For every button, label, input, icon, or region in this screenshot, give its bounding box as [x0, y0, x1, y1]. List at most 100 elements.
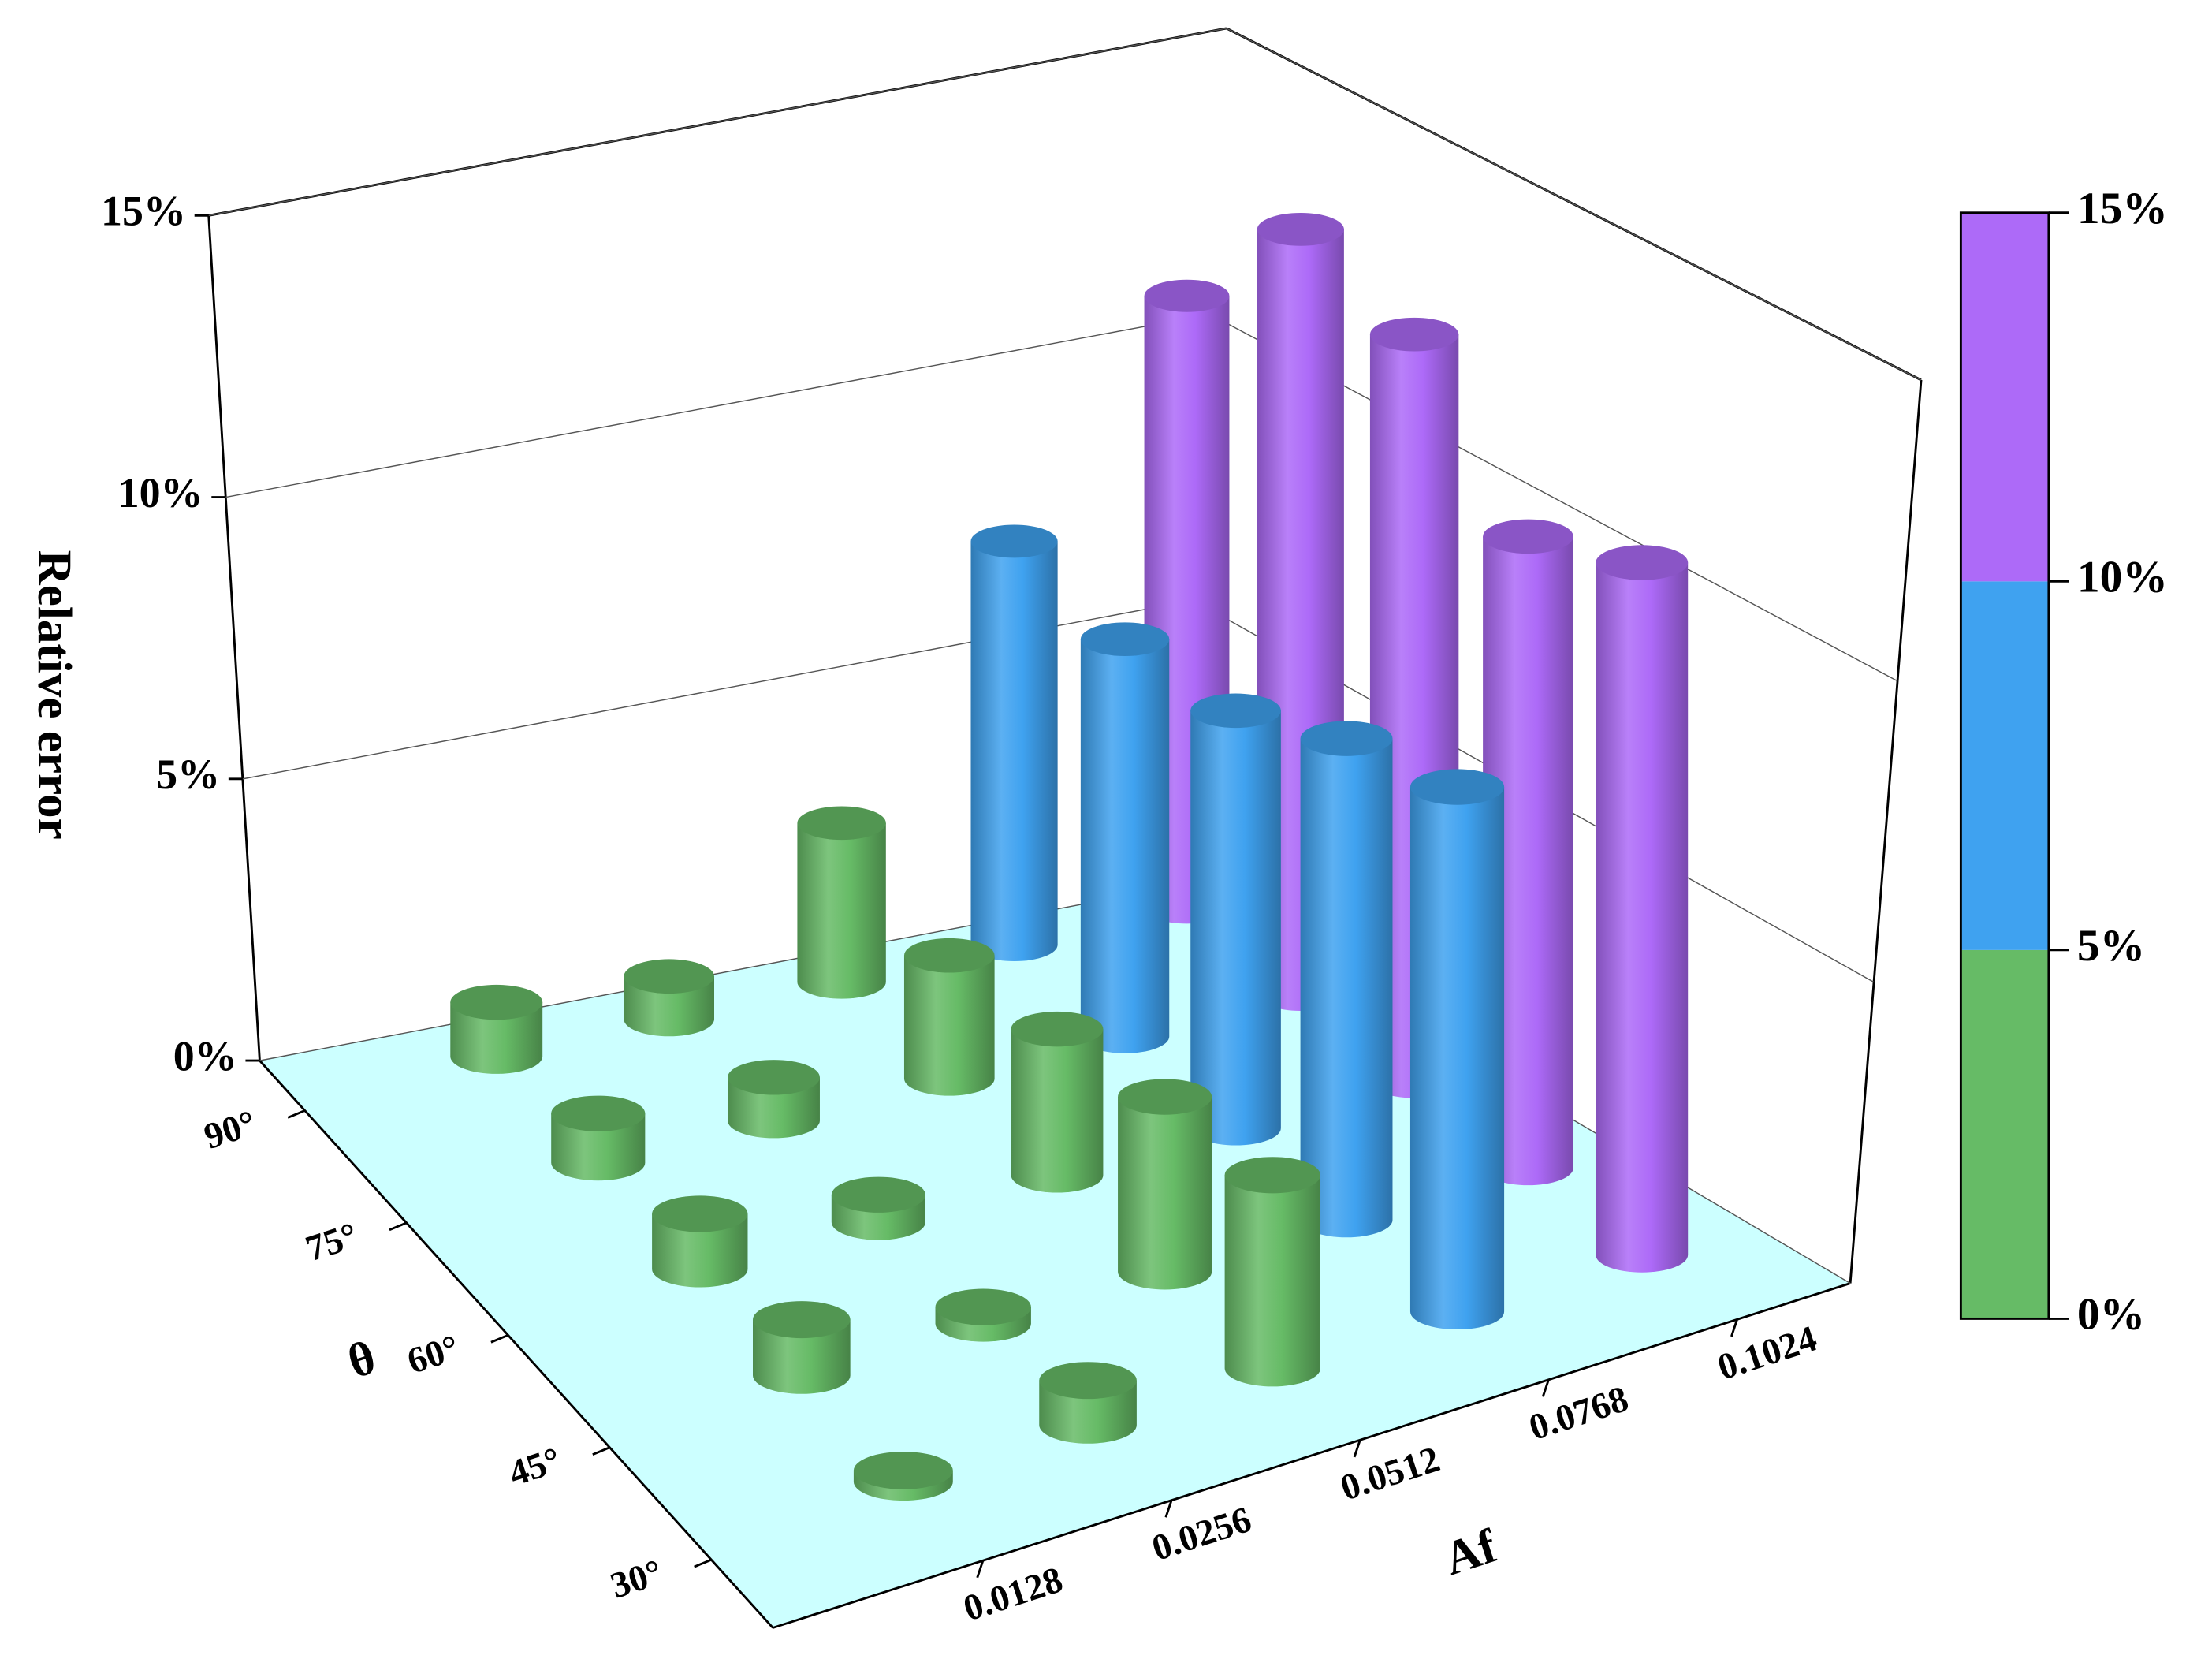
bar-top	[903, 938, 995, 973]
x-tick	[1164, 1500, 1173, 1518]
bar-top	[1190, 693, 1281, 729]
y-axis	[259, 1060, 774, 1629]
x-tick	[1353, 1439, 1361, 1458]
bar	[624, 959, 714, 1037]
x-tick-label: 0.0512	[1335, 1438, 1444, 1508]
bar	[1011, 1011, 1104, 1193]
z-tick-label: 0%	[173, 1032, 237, 1079]
bar	[1039, 1362, 1137, 1444]
bar	[1224, 1157, 1320, 1387]
bar-body	[970, 541, 1058, 962]
bar-top	[624, 959, 714, 994]
bar-top	[1596, 545, 1689, 580]
bar-top	[450, 984, 543, 1020]
bar	[1596, 545, 1689, 1273]
bar	[1080, 622, 1170, 1053]
box-edge	[1849, 379, 1923, 1284]
y-tick	[287, 1109, 306, 1119]
x-tick-label: 0.0768	[1525, 1378, 1633, 1448]
bar-top	[935, 1288, 1031, 1325]
bar-top	[1257, 212, 1344, 246]
colorbar-segment	[1961, 212, 2049, 582]
bar-body	[624, 976, 714, 1037]
x-tick	[1730, 1318, 1738, 1337]
colorbar-tick-label: 10%	[2077, 553, 2168, 602]
bar-top	[728, 1060, 820, 1095]
bar-top	[1369, 317, 1459, 352]
y-tick	[592, 1446, 610, 1456]
bar	[1118, 1079, 1212, 1290]
y-tick	[694, 1558, 712, 1568]
y-tick	[389, 1221, 408, 1232]
bar-body	[728, 1077, 820, 1139]
bar	[831, 1176, 925, 1240]
bar-body	[1224, 1175, 1320, 1387]
bar-body	[1409, 787, 1505, 1330]
colorbar: 0% 5% 10% 15%	[1959, 184, 2168, 1340]
bar	[797, 806, 886, 999]
grid: 0% 5% 10% 15% 0.0128 0.0256 0.0512 0.0768 0.1024…	[101, 28, 1922, 1630]
bar-top	[1300, 721, 1393, 756]
bar	[1300, 721, 1393, 1238]
y-tick-label: 30°	[605, 1552, 667, 1607]
bars	[450, 212, 1689, 1501]
bar-top	[753, 1301, 851, 1339]
bar	[935, 1288, 1031, 1342]
colorbar-segment	[1961, 949, 2049, 1319]
z-tick-label: 10%	[118, 469, 203, 516]
y-tick-label: 75°	[301, 1215, 363, 1270]
y-tick-label: 60°	[403, 1327, 464, 1382]
bar	[1190, 693, 1281, 1146]
bar-body	[1118, 1097, 1212, 1290]
bar-body	[903, 955, 995, 1096]
bar	[728, 1060, 820, 1139]
bar-top	[1144, 279, 1230, 312]
colorbar-tick-label: 15%	[2077, 184, 2168, 233]
x-tick-label: 0.0128	[959, 1559, 1067, 1629]
bar	[1483, 519, 1573, 1186]
bar-top	[1224, 1157, 1320, 1194]
y-axis-label: θ	[341, 1331, 382, 1389]
bar-top	[1011, 1011, 1104, 1047]
bar-body	[551, 1113, 646, 1181]
bar-body	[652, 1213, 748, 1288]
bar-top	[551, 1095, 646, 1131]
bar-body	[797, 822, 886, 999]
z-axis-label: Relative error	[28, 550, 80, 840]
x-tick-label: 0.0256	[1147, 1499, 1256, 1569]
bar-body	[1190, 710, 1281, 1146]
bar-body	[1483, 536, 1573, 1186]
colorbar-tick-label: 5%	[2077, 921, 2145, 971]
bar-body	[450, 1002, 543, 1074]
x-tick	[1541, 1379, 1550, 1397]
bar	[753, 1301, 851, 1394]
bar-top	[797, 806, 886, 841]
x-axis	[772, 1282, 1851, 1629]
bar-body	[1011, 1029, 1104, 1193]
colorbar-frame	[1959, 211, 2050, 1320]
y-tick-label: 90°	[199, 1102, 261, 1158]
y-tick-label: 45°	[504, 1440, 565, 1495]
bar	[551, 1095, 646, 1181]
bar-body	[753, 1319, 851, 1394]
z-axis	[207, 215, 261, 1061]
bar-top	[831, 1176, 925, 1213]
bar-top	[853, 1452, 953, 1489]
x-tick	[976, 1560, 985, 1579]
bar-top	[1483, 519, 1573, 554]
bar-top	[1409, 769, 1505, 805]
bar-body	[1080, 639, 1170, 1053]
bar	[903, 938, 995, 1096]
bar-top	[1039, 1362, 1137, 1400]
bar-top	[652, 1195, 748, 1232]
bar	[853, 1452, 953, 1501]
bar	[652, 1195, 748, 1288]
bar-body	[1300, 738, 1393, 1238]
bar-top	[970, 524, 1058, 558]
bar-body	[1596, 562, 1689, 1273]
colorbar-segment	[1961, 581, 2049, 950]
bar	[1409, 769, 1505, 1330]
bar	[970, 524, 1058, 962]
